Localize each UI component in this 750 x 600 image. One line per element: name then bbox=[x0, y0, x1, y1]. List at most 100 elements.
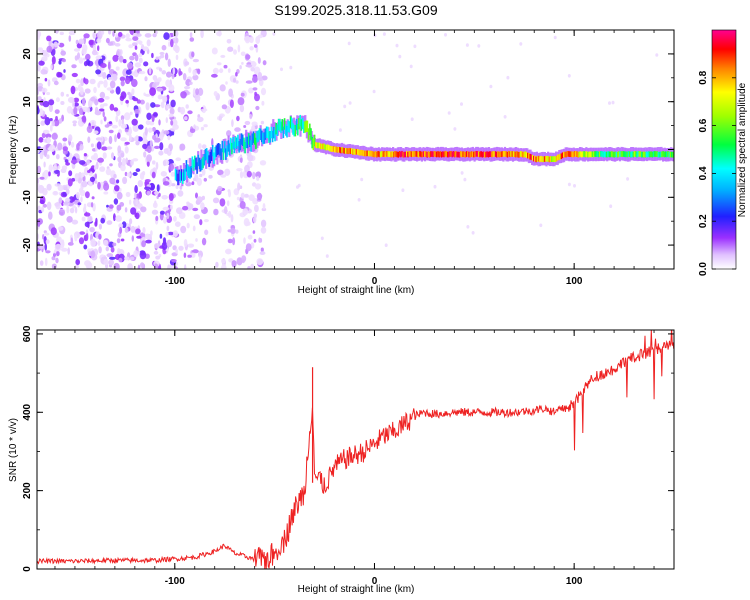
signal-cell bbox=[390, 151, 392, 158]
noise-blob bbox=[79, 160, 86, 165]
noise-blob bbox=[125, 191, 131, 198]
noise-blob bbox=[61, 165, 68, 171]
noise-blob bbox=[48, 164, 53, 172]
signal-cell bbox=[458, 151, 461, 158]
noise-blob bbox=[74, 55, 79, 61]
signal-cell bbox=[669, 151, 672, 158]
signal-cell bbox=[424, 151, 426, 157]
noise-blob bbox=[134, 185, 138, 194]
y-tick-label: 200 bbox=[22, 482, 33, 499]
noise-blob bbox=[237, 44, 241, 53]
noise-blob bbox=[148, 127, 153, 133]
signal-cell bbox=[204, 148, 207, 161]
signal-cell bbox=[518, 151, 521, 158]
noise-blob bbox=[65, 162, 70, 166]
noise-blob bbox=[149, 87, 157, 96]
noise-blob bbox=[46, 154, 50, 159]
signal-cell bbox=[340, 147, 342, 154]
signal-halo bbox=[222, 139, 225, 153]
signal-cell bbox=[379, 151, 382, 158]
noise-blob bbox=[221, 104, 228, 110]
noise-blob bbox=[78, 237, 85, 245]
signal-cell bbox=[601, 151, 603, 157]
noise-blob bbox=[134, 62, 142, 68]
noise-blob bbox=[196, 196, 203, 203]
noise-blob bbox=[62, 137, 68, 142]
noise-blob bbox=[97, 98, 105, 103]
noise-blob bbox=[241, 255, 247, 263]
noise-blob bbox=[187, 254, 192, 258]
signal-cell bbox=[217, 143, 220, 155]
noise-blob bbox=[232, 77, 237, 83]
signal-cell bbox=[250, 140, 252, 152]
noise-blob bbox=[236, 115, 240, 122]
noise-blob bbox=[92, 31, 96, 39]
signal-cell bbox=[631, 151, 633, 157]
noise-blob bbox=[106, 220, 113, 225]
signal-cell bbox=[384, 151, 387, 158]
noise-blob bbox=[59, 31, 64, 36]
noise-blob bbox=[125, 157, 128, 164]
noise-blob bbox=[384, 243, 388, 247]
signal-cell bbox=[317, 142, 319, 149]
noise-blob bbox=[97, 157, 104, 163]
noise-blob bbox=[55, 97, 60, 103]
noise-blob bbox=[198, 255, 202, 264]
noise-blob bbox=[129, 134, 132, 142]
noise-blob bbox=[192, 207, 199, 212]
noise-blob bbox=[161, 70, 167, 75]
signal-cell bbox=[342, 147, 345, 154]
signal-cell bbox=[371, 151, 373, 157]
noise-blob bbox=[360, 177, 364, 182]
noise-blob bbox=[567, 74, 571, 78]
noise-blob bbox=[227, 46, 234, 52]
signal-cell bbox=[256, 131, 258, 143]
noise-blob bbox=[37, 149, 40, 154]
noise-blob bbox=[53, 80, 59, 86]
signal-cell bbox=[358, 149, 360, 156]
noise-blob bbox=[42, 100, 50, 108]
noise-blob bbox=[99, 91, 106, 99]
signal-cell bbox=[524, 151, 527, 157]
noise-blob bbox=[91, 196, 95, 200]
noise-blob bbox=[53, 253, 57, 257]
noise-blob bbox=[135, 212, 140, 220]
noise-blob bbox=[167, 58, 171, 67]
noise-blob bbox=[90, 143, 94, 148]
noise-blob bbox=[553, 35, 557, 40]
signal-cell bbox=[554, 156, 557, 163]
signal-cell bbox=[257, 130, 260, 142]
signal-cell bbox=[392, 151, 395, 158]
signal-cell bbox=[428, 151, 431, 158]
signal-cell bbox=[269, 131, 271, 143]
noise-blob bbox=[192, 87, 196, 97]
signal-cell bbox=[487, 151, 490, 158]
noise-blob bbox=[232, 237, 236, 246]
noise-blob bbox=[219, 84, 226, 92]
signal-cell bbox=[243, 137, 245, 150]
noise-blob bbox=[83, 33, 90, 39]
noise-blob bbox=[175, 54, 179, 61]
noise-blob bbox=[100, 217, 105, 224]
signal-cell bbox=[626, 151, 629, 158]
noise-blob bbox=[170, 99, 176, 108]
signal-cell bbox=[558, 154, 560, 161]
noise-blob bbox=[226, 200, 230, 207]
noise-blob bbox=[133, 72, 138, 77]
noise-blob bbox=[191, 181, 195, 186]
noise-blob bbox=[247, 154, 254, 162]
noise-blob bbox=[257, 57, 261, 64]
noise-blob bbox=[162, 181, 170, 186]
noise-blob bbox=[144, 127, 148, 136]
noise-blob bbox=[227, 238, 233, 244]
noise-blob bbox=[82, 206, 87, 213]
noise-blob bbox=[48, 171, 51, 177]
signal-cell bbox=[343, 148, 346, 154]
noise-blob bbox=[108, 30, 112, 35]
noise-blob bbox=[113, 174, 117, 179]
signal-cell bbox=[300, 119, 303, 131]
signal-cell bbox=[512, 151, 515, 157]
signal-cell bbox=[203, 154, 206, 166]
signal-cell bbox=[464, 151, 467, 158]
signal-cell bbox=[604, 151, 607, 158]
